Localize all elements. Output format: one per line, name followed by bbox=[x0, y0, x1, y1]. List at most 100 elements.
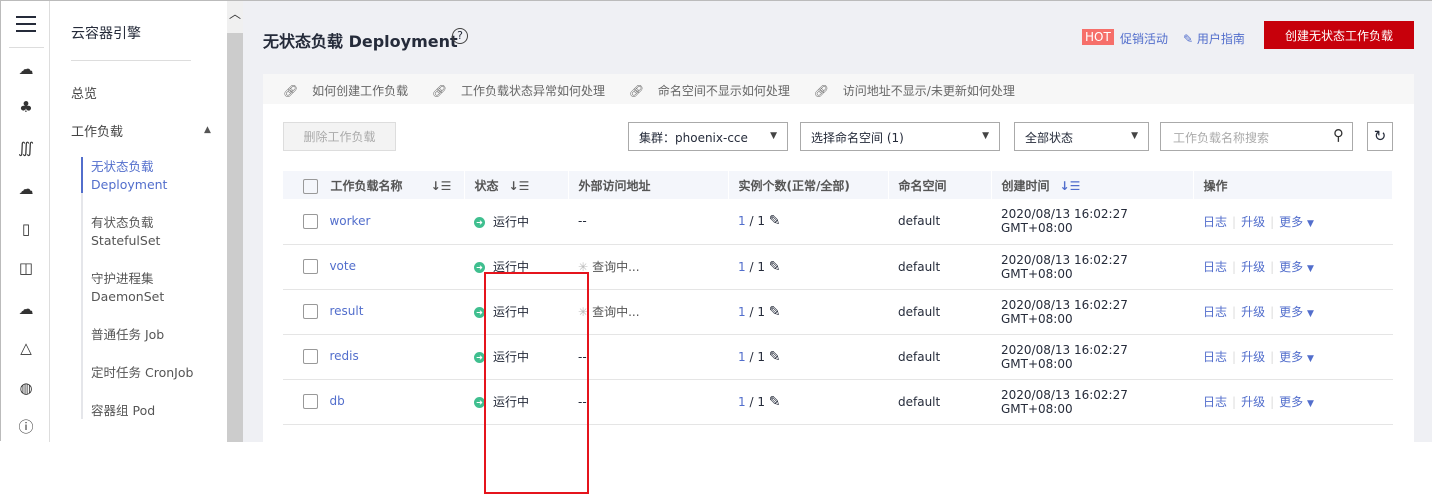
mesh-icon[interactable]: △ bbox=[20, 339, 32, 357]
log-link[interactable]: 日志 bbox=[1203, 214, 1228, 229]
normal-count[interactable]: 1 bbox=[738, 349, 746, 364]
nav-cronjob[interactable]: 定时任务 CronJob bbox=[91, 365, 194, 380]
address-text: 查询中... bbox=[592, 305, 640, 319]
nav-overview[interactable]: 总览 bbox=[71, 87, 98, 102]
chevron-up-icon[interactable]: ︿ bbox=[227, 1, 243, 33]
workload-name-link[interactable]: db bbox=[329, 394, 345, 408]
sort-icon[interactable]: ↓☰ bbox=[430, 178, 452, 193]
normal-count[interactable]: 1 bbox=[738, 394, 746, 409]
label: 用户指南 bbox=[1196, 32, 1245, 46]
delete-workload-button[interactable]: 删除工作负载 bbox=[283, 122, 396, 151]
nav-statefulset[interactable]: 有状态负载 StatefulSet bbox=[91, 214, 160, 250]
sort-icon[interactable]: ↓☰ bbox=[508, 178, 530, 193]
label: 命名空间不显示如何处理 bbox=[657, 84, 790, 98]
cloud-server-icon[interactable]: ☁ bbox=[18, 60, 34, 78]
col-status[interactable]: 状态 ↓☰ bbox=[464, 171, 569, 199]
row-checkbox[interactable] bbox=[303, 304, 318, 319]
cloud-network-icon[interactable]: ☁ bbox=[18, 300, 34, 318]
nodes-icon[interactable]: ∭ bbox=[18, 139, 34, 157]
faq-link[interactable]: 🔗︎ 工作负载状态异常如何处理 bbox=[432, 84, 615, 98]
more-menu[interactable]: 更多 ▼ bbox=[1279, 260, 1314, 274]
user-guide-link[interactable]: ✎ 用户指南 bbox=[1183, 30, 1245, 47]
instances-cell: 1 / 1 ✎ bbox=[728, 379, 888, 425]
workload-name-link[interactable]: redis bbox=[329, 349, 359, 363]
sort-desc-icon[interactable]: ↓☰ bbox=[1059, 178, 1081, 193]
name-cell: result bbox=[283, 289, 464, 335]
edit-icon[interactable]: ✎ bbox=[768, 393, 781, 410]
active-indicator bbox=[81, 157, 83, 193]
upgrade-link[interactable]: 升级 bbox=[1241, 350, 1266, 364]
value: 全部状态 bbox=[1025, 131, 1074, 145]
created-cell: 2020/08/13 16:02:27 GMT+08:00 bbox=[991, 334, 1193, 380]
nav-job[interactable]: 普通任务 Job bbox=[91, 327, 165, 342]
hot-badge: HOT bbox=[1082, 29, 1114, 45]
menu-icon[interactable] bbox=[16, 16, 36, 32]
more-menu[interactable]: 更多 ▼ bbox=[1279, 305, 1314, 319]
ip-icon[interactable]: ⓘ bbox=[18, 418, 34, 436]
label: 如何创建工作负载 bbox=[312, 84, 409, 98]
edit-icon[interactable]: ✎ bbox=[768, 348, 781, 365]
namespace-cell: default bbox=[888, 289, 991, 335]
normal-count[interactable]: 1 bbox=[738, 304, 746, 319]
more-menu[interactable]: 更多 ▼ bbox=[1279, 350, 1314, 364]
normal-count[interactable]: 1 bbox=[738, 214, 746, 229]
nav-workload[interactable]: 工作负载 bbox=[71, 125, 124, 140]
caret-down-icon: ▼ bbox=[1306, 354, 1314, 364]
col-instances: 实例个数(正常/全部) bbox=[728, 171, 889, 199]
log-link[interactable]: 日志 bbox=[1203, 305, 1228, 319]
placeholder: 工作负载名称搜索 bbox=[1173, 131, 1270, 145]
upgrade-link[interactable]: 升级 bbox=[1241, 214, 1266, 229]
log-link[interactable]: 日志 bbox=[1203, 350, 1228, 364]
cluster-select[interactable]: 集群：phoenix-cce ▼ bbox=[628, 122, 788, 151]
search-icon[interactable]: ⚲ bbox=[1333, 126, 1344, 144]
upgrade-link[interactable]: 升级 bbox=[1241, 305, 1266, 319]
row-checkbox[interactable] bbox=[303, 213, 318, 229]
nav-daemonset[interactable]: 守护进程集 DaemonSet bbox=[91, 270, 164, 306]
more-menu[interactable]: 更多 ▼ bbox=[1279, 215, 1314, 229]
col-created[interactable]: 创建时间 ↓☰ bbox=[991, 171, 1194, 199]
edit-icon[interactable]: ✎ bbox=[768, 213, 781, 230]
namespace-select[interactable]: 选择命名空间 (1) ▼ bbox=[800, 122, 1000, 151]
table-row: worker ➜ 运行中 -- 1 / 1 ✎ default 2020/08/1… bbox=[283, 199, 1393, 245]
upgrade-link[interactable]: 升级 bbox=[1241, 260, 1266, 274]
workload-search-input[interactable]: 工作负载名称搜索 ⚲ bbox=[1160, 122, 1353, 151]
nav-scrollbar[interactable]: ︿ bbox=[227, 1, 243, 442]
nav-pod[interactable]: 容器组 Pod bbox=[91, 403, 156, 418]
workload-name-link[interactable]: worker bbox=[329, 213, 371, 228]
faq-link[interactable]: 🔗︎ 访问地址不显示/未更新如何处理 bbox=[814, 84, 1025, 98]
promo-link[interactable]: 促销活动 bbox=[1120, 32, 1169, 46]
cluster-icon[interactable]: ♣ bbox=[19, 98, 33, 116]
edit-icon[interactable]: ✎ bbox=[768, 258, 781, 275]
row-checkbox[interactable] bbox=[303, 349, 318, 364]
nav-track bbox=[81, 157, 83, 419]
globe-icon[interactable]: ◍ bbox=[19, 379, 33, 397]
created-cell: 2020/08/13 16:02:27 GMT+08:00 bbox=[991, 379, 1193, 425]
faq-link[interactable]: 🔗︎ 如何创建工作负载 bbox=[283, 84, 418, 98]
row-checkbox[interactable] bbox=[303, 259, 318, 274]
cloud-storage-icon[interactable]: ☁ bbox=[18, 180, 34, 198]
running-icon: ➜ bbox=[474, 262, 485, 273]
col-name[interactable]: 工作负载名称 ↓☰ bbox=[283, 171, 465, 199]
create-deployment-button[interactable]: 创建无状态工作负载 bbox=[1264, 21, 1414, 49]
log-link[interactable]: 日志 bbox=[1203, 260, 1228, 274]
row-checkbox[interactable] bbox=[303, 394, 318, 409]
caret-down-icon: ▼ bbox=[1306, 309, 1314, 319]
select-all-checkbox[interactable] bbox=[303, 178, 318, 194]
refresh-button[interactable]: ↻ bbox=[1367, 122, 1393, 151]
faq-link[interactable]: 🔗︎ 命名空间不显示如何处理 bbox=[629, 84, 800, 98]
upgrade-link[interactable]: 升级 bbox=[1241, 395, 1266, 409]
nav-deployment[interactable]: 无状态负载 Deployment bbox=[91, 158, 167, 194]
help-icon[interactable]: ? bbox=[452, 28, 468, 44]
container-icon[interactable]: ▯ bbox=[21, 220, 31, 238]
more-menu[interactable]: 更多 ▼ bbox=[1279, 395, 1314, 409]
log-link[interactable]: 日志 bbox=[1203, 395, 1228, 409]
workload-name-link[interactable]: result bbox=[329, 304, 364, 318]
caret-up-icon[interactable]: ▲ bbox=[204, 125, 211, 135]
image-icon[interactable]: ◫ bbox=[18, 259, 34, 277]
edit-icon[interactable]: ✎ bbox=[768, 303, 781, 320]
status-cell: ➜ 运行中 bbox=[464, 199, 568, 245]
workload-name-link[interactable]: vote bbox=[329, 259, 356, 273]
status-select[interactable]: 全部状态 ▼ bbox=[1014, 122, 1149, 151]
normal-count[interactable]: 1 bbox=[738, 259, 746, 274]
caret-down-icon: ▼ bbox=[770, 131, 777, 141]
